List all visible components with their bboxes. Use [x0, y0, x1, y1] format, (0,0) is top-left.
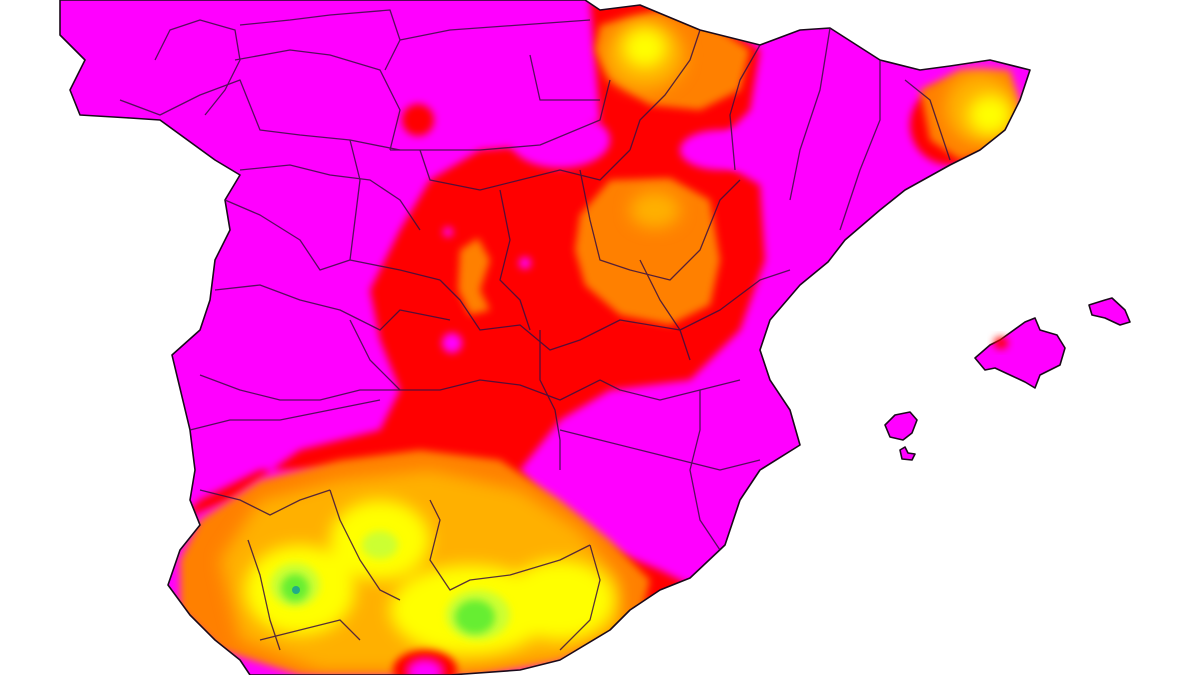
zone-yellow: [245, 28, 1012, 655]
island-formentera: [899, 446, 916, 461]
zone-teal-dot: [292, 586, 300, 594]
mallorca-red-spot: [994, 337, 1008, 349]
zone-malaga: [393, 650, 457, 675]
province-borders: [119, 9, 951, 651]
balearic-islands: [884, 297, 1131, 461]
island-mallorca: [974, 317, 1066, 389]
island-ibiza: [884, 411, 918, 441]
island-menorca: [1088, 297, 1131, 326]
zone-green: [281, 574, 495, 634]
